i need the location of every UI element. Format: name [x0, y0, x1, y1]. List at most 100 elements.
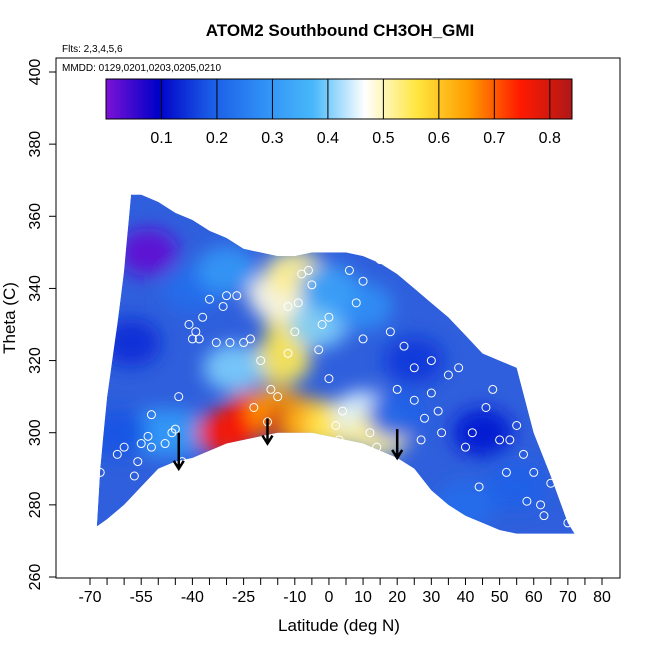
x-tick-label: 0 — [324, 589, 333, 606]
sample-circle — [522, 496, 532, 506]
sample-circle — [245, 334, 255, 344]
colorbar-tick-label: 0.8 — [539, 130, 561, 147]
arrows — [172, 418, 404, 472]
sample-circle — [112, 449, 122, 459]
colorbar-tick-label: 0.2 — [206, 130, 228, 147]
heatmap-blob — [196, 246, 257, 295]
sample-circle — [443, 370, 453, 380]
y-tick-label: 400 — [27, 59, 44, 86]
dates-annotation: MMDD: 0129,0201,0203,0205,0210 — [62, 63, 221, 74]
sample-circle — [314, 345, 324, 355]
sample-circle — [392, 384, 402, 394]
sample-circle — [225, 338, 235, 348]
sample-circle — [460, 442, 470, 452]
sample-circle — [218, 301, 228, 311]
sample-circle — [358, 276, 368, 286]
sample-circle — [211, 338, 221, 348]
sample-circle — [518, 449, 528, 459]
sample-circle — [276, 446, 286, 456]
heatmap-blob — [288, 300, 349, 349]
x-tick-label: -70 — [78, 589, 101, 606]
sample-circle — [358, 334, 368, 344]
sample-circle — [399, 341, 409, 351]
sample-circle — [283, 301, 293, 311]
sample-circle — [256, 356, 266, 366]
sample-circle — [194, 334, 204, 344]
sample-circle — [481, 402, 491, 412]
sample-circle — [324, 312, 334, 322]
sample-circle — [303, 265, 313, 275]
sample-circle — [556, 460, 566, 470]
y-tick-label: 320 — [27, 347, 44, 374]
flights-annotation: Flts: 2,3,4,5,6 — [62, 44, 123, 55]
sample-circle — [536, 500, 546, 510]
sample-circle — [563, 518, 573, 528]
sample-circle — [222, 291, 232, 301]
sample-circle — [239, 338, 249, 348]
colorbar — [105, 78, 573, 120]
x-tick-label: 20 — [388, 589, 406, 606]
heatmap-domain — [96, 194, 575, 534]
sample-circle — [133, 457, 143, 467]
sample-circle — [529, 467, 539, 477]
sample-circle — [283, 348, 293, 358]
y-tick-label: 280 — [27, 491, 44, 518]
sample-circle — [467, 428, 477, 438]
x-tick-label: 10 — [354, 589, 372, 606]
sample-circle — [174, 392, 184, 402]
sample-circle — [501, 467, 511, 477]
colorbar-tick-label: 0.1 — [150, 130, 172, 147]
sample-circle — [488, 384, 498, 394]
sample-circle — [344, 265, 354, 275]
heatmap-blob — [452, 408, 513, 457]
sample-circle — [539, 511, 549, 521]
sample-circle — [409, 363, 419, 373]
down-arrow — [391, 429, 404, 461]
down-arrow — [172, 432, 185, 472]
sample-circle — [307, 280, 317, 290]
colorbar-tick-label: 0.7 — [483, 130, 505, 147]
sample-circle — [546, 478, 556, 488]
sample-circle — [474, 482, 484, 492]
sample-circle — [372, 442, 382, 452]
heatmap-blob — [100, 318, 161, 367]
sample-circle — [495, 435, 505, 445]
y-axis-label: Theta (C) — [0, 282, 19, 354]
sample-circle — [559, 471, 569, 481]
heatmap-blob — [203, 343, 264, 392]
x-axis: -70 -55 -40 -25 -10 0 10 20 30 40 50 60 70 80 — [78, 577, 611, 606]
x-tick-label: 80 — [593, 589, 611, 606]
sample-circle — [136, 439, 146, 449]
sample-circle — [232, 291, 242, 301]
sample-circle — [505, 435, 515, 445]
sample-circle — [290, 327, 300, 337]
sample-circle — [416, 435, 426, 445]
heatmap-blob — [118, 228, 179, 277]
x-tick-label: -55 — [130, 589, 153, 606]
sample-circle — [160, 439, 170, 449]
sample-circle — [191, 327, 201, 337]
sample-circle — [129, 471, 139, 481]
sample-circle — [365, 428, 375, 438]
heatmap-blob — [384, 336, 445, 385]
y-tick-label: 300 — [27, 419, 44, 446]
sample-circle — [198, 312, 208, 322]
sample-circle — [95, 467, 105, 477]
x-tick-label: 50 — [491, 589, 509, 606]
y-axis: 260 280 300 320 340 360 380 400 — [27, 59, 57, 591]
y-tick-label: 380 — [27, 131, 44, 158]
down-arrow — [261, 418, 274, 446]
sample-circles — [95, 255, 573, 528]
sample-circle — [187, 334, 197, 344]
sample-circle — [420, 413, 430, 423]
sample-circle — [433, 406, 443, 416]
colorbar-tick-label: 0.3 — [261, 130, 283, 147]
sample-circle — [338, 406, 348, 416]
sample-circle — [549, 442, 559, 452]
x-tick-label: 40 — [457, 589, 475, 606]
y-tick-label: 260 — [27, 564, 44, 591]
chart-title: ATOM2 Southbound CH3OH_GMI — [206, 21, 475, 40]
sample-circle — [249, 402, 259, 412]
colorbar-tick-label: 0.5 — [372, 130, 394, 147]
x-tick-label: -25 — [232, 589, 255, 606]
